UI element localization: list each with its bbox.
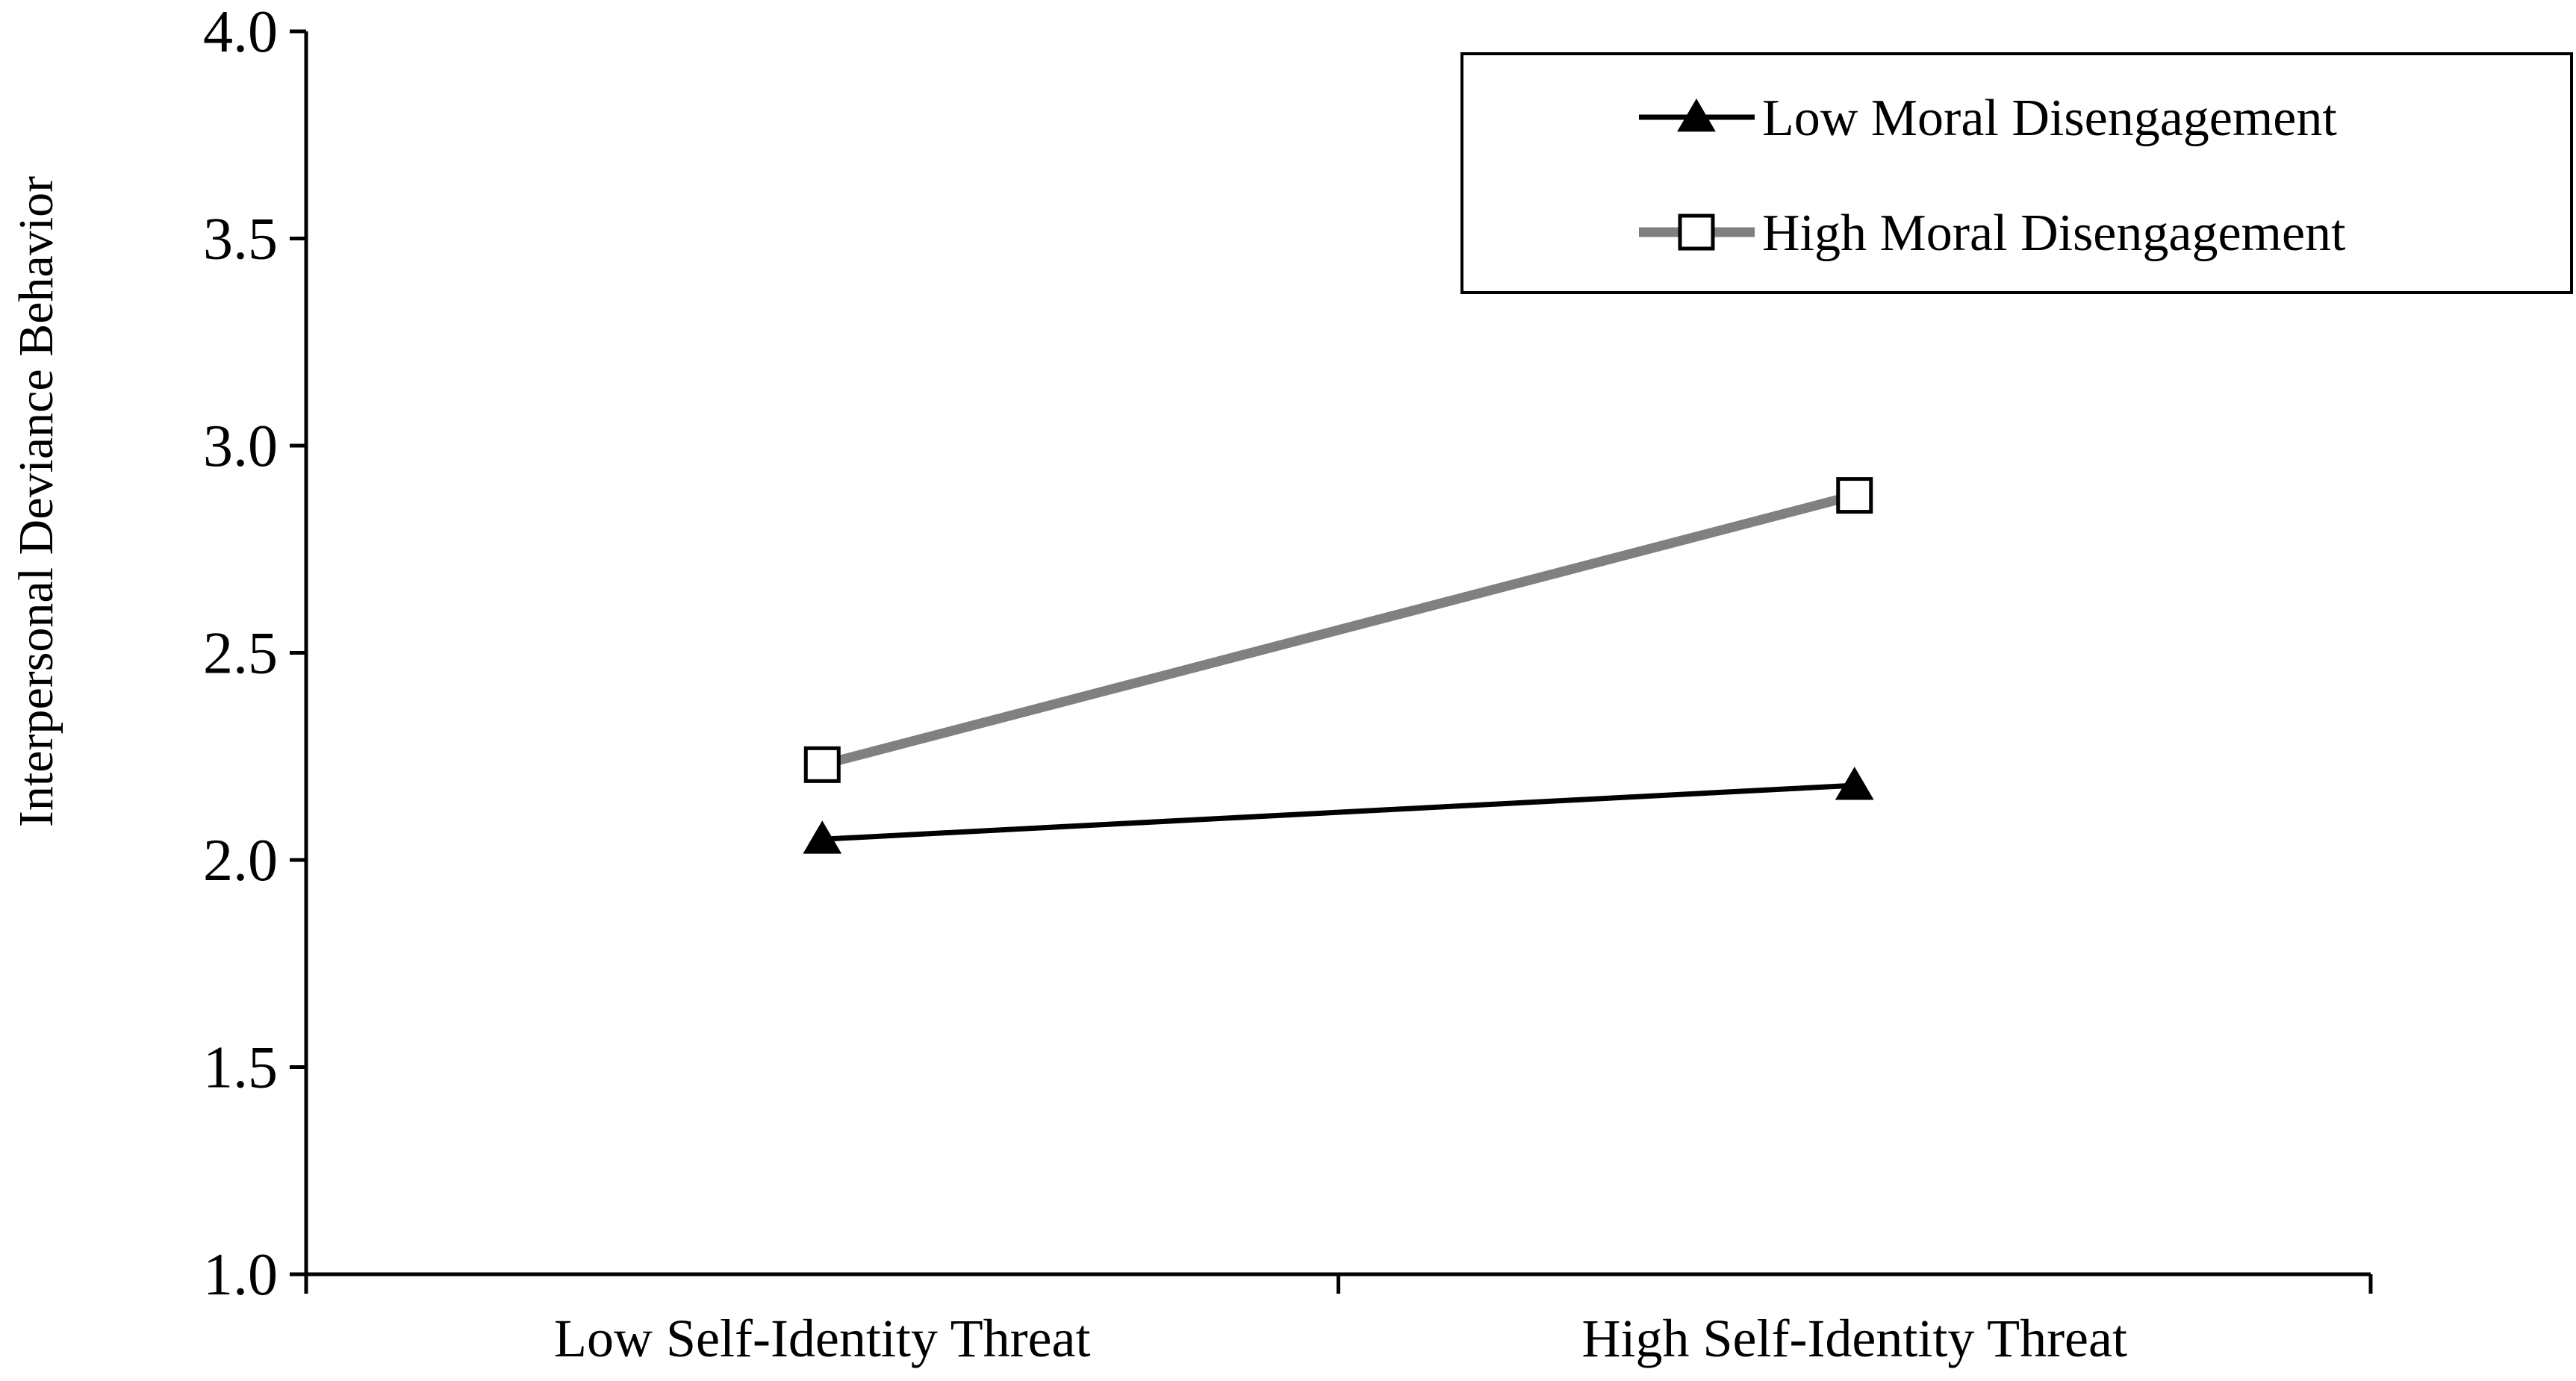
x-axis-ticks: Low Self-Identity Threat High Self-Identi… bbox=[304, 1274, 2373, 1368]
x-category-label: High Self-Identity Threat bbox=[1582, 1309, 2127, 1368]
series-2 bbox=[803, 477, 1873, 783]
series-line bbox=[821, 490, 1856, 770]
legend-item-1: Low Moral Disengagement bbox=[1639, 90, 2337, 147]
y-tick-label: 3.0 bbox=[203, 414, 278, 479]
series-1 bbox=[803, 767, 1874, 854]
square-marker bbox=[1836, 477, 1873, 514]
square-marker bbox=[803, 746, 841, 783]
y-tick-label: 1.5 bbox=[203, 1035, 278, 1101]
series-line bbox=[822, 782, 1855, 842]
legend-label: Low Moral Disengagement bbox=[1762, 90, 2337, 147]
legend: Low Moral Disengagement High Moral Diseng… bbox=[1460, 52, 2573, 294]
legend-label: High Moral Disengagement bbox=[1762, 205, 2346, 262]
square-marker bbox=[1678, 213, 1715, 251]
series-group bbox=[803, 477, 1874, 854]
x-category-label: Low Self-Identity Threat bbox=[554, 1309, 1090, 1368]
y-tick-label: 2.5 bbox=[203, 621, 278, 687]
triangle-marker bbox=[1835, 767, 1874, 800]
legend-item-2: High Moral Disengagement bbox=[1639, 205, 2346, 262]
legend-box bbox=[1460, 52, 2573, 294]
y-tick-label: 2.0 bbox=[203, 828, 278, 894]
triangle-marker bbox=[803, 820, 842, 854]
y-tick-label: 3.5 bbox=[203, 207, 278, 272]
y-tick-label: 4.0 bbox=[203, 0, 278, 65]
y-axis-title: Interpersonal Deviance Behavior bbox=[9, 176, 63, 827]
triangle-marker bbox=[1677, 99, 1716, 132]
y-tick-label: 1.0 bbox=[203, 1242, 278, 1308]
y-axis-ticks: 1.0 1.5 2.0 2.5 3.0 3.5 4.0 bbox=[203, 0, 306, 1308]
